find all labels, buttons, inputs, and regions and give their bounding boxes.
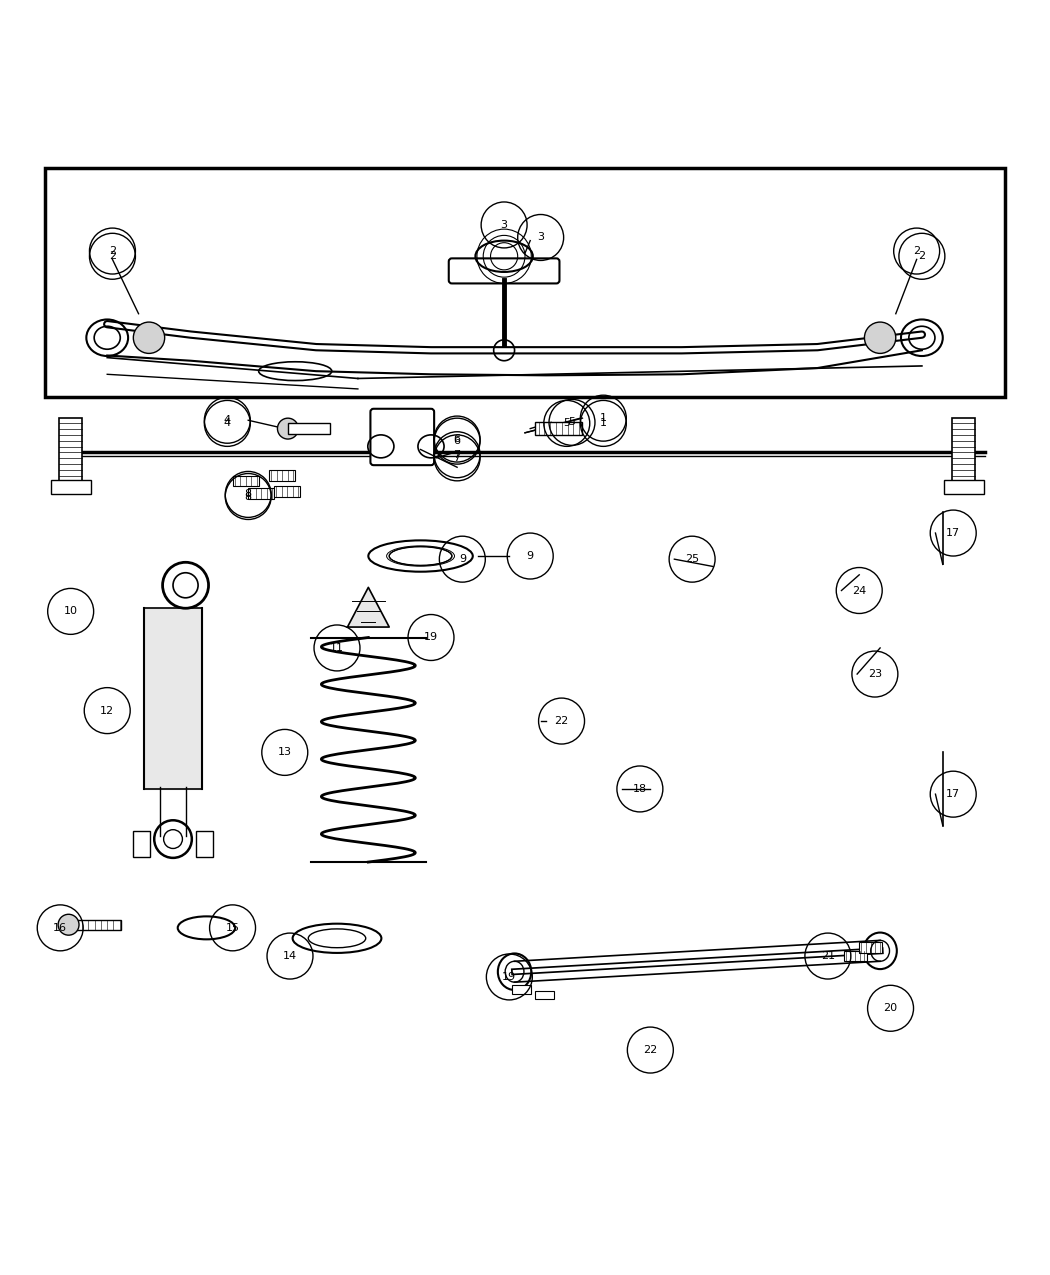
Text: 3: 3 [501, 221, 507, 230]
Text: 8: 8 [245, 491, 252, 501]
Bar [536, 991, 554, 998]
Text: 2: 2 [109, 246, 116, 256]
FancyBboxPatch shape [944, 479, 984, 495]
Text: 11: 11 [330, 643, 344, 653]
Text: 10: 10 [64, 607, 78, 616]
Text: 18: 18 [633, 784, 647, 794]
Text: 1: 1 [600, 413, 607, 423]
Bar [196, 831, 213, 857]
Text: 24: 24 [853, 585, 866, 595]
Text: 21: 21 [821, 951, 835, 961]
Bar [843, 951, 866, 961]
Text: 19: 19 [424, 632, 438, 643]
Text: 7: 7 [454, 450, 461, 460]
Text: 7: 7 [454, 453, 461, 463]
Bar [133, 831, 150, 857]
Text: 1: 1 [600, 418, 607, 428]
Bar [232, 476, 258, 486]
FancyBboxPatch shape [44, 167, 1006, 398]
Text: 22: 22 [644, 1046, 657, 1054]
Text: 6: 6 [454, 434, 461, 444]
FancyBboxPatch shape [448, 259, 560, 283]
Text: 23: 23 [868, 669, 882, 680]
Text: 9: 9 [459, 555, 466, 564]
Text: 16: 16 [54, 923, 67, 933]
Text: 6: 6 [454, 436, 461, 446]
Text: 19: 19 [502, 972, 517, 982]
Text: 12: 12 [100, 705, 114, 715]
Bar [288, 423, 330, 434]
Bar [512, 986, 531, 993]
Bar [859, 942, 882, 952]
Text: 22: 22 [554, 717, 569, 725]
Text: 20: 20 [883, 1003, 898, 1014]
Text: 2: 2 [914, 246, 920, 256]
Text: 5: 5 [568, 417, 575, 427]
Text: 2: 2 [109, 251, 116, 261]
Text: 3: 3 [538, 232, 544, 242]
Text: 4: 4 [224, 416, 231, 426]
Bar [536, 422, 583, 435]
Bar [59, 418, 82, 481]
Text: 5: 5 [563, 418, 570, 428]
Circle shape [58, 914, 79, 935]
Text: 9: 9 [527, 551, 533, 561]
Text: 17: 17 [946, 789, 961, 799]
Text: 8: 8 [245, 490, 252, 500]
Circle shape [277, 418, 298, 439]
Bar [952, 418, 975, 481]
FancyBboxPatch shape [371, 409, 434, 465]
Text: 15: 15 [226, 923, 239, 933]
Text: 2: 2 [919, 251, 925, 261]
Bar [274, 486, 300, 496]
Circle shape [864, 323, 896, 353]
Bar [269, 470, 295, 481]
Bar [74, 919, 121, 929]
FancyBboxPatch shape [50, 479, 90, 495]
Text: 17: 17 [946, 528, 961, 538]
Bar [248, 488, 274, 499]
Text: 4: 4 [224, 418, 231, 428]
Circle shape [133, 323, 165, 353]
Text: 13: 13 [278, 747, 292, 757]
Text: 14: 14 [282, 951, 297, 961]
Text: 25: 25 [685, 555, 699, 564]
Polygon shape [348, 588, 390, 627]
